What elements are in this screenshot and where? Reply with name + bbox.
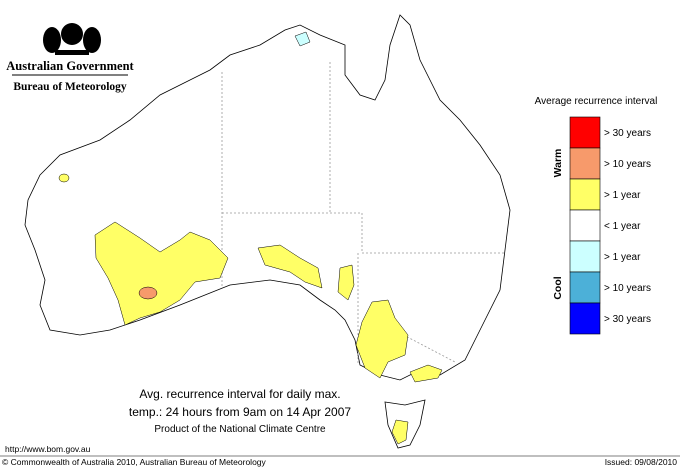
legend-swatch bbox=[569, 302, 601, 335]
legend-swatch bbox=[569, 147, 601, 180]
footer-url: http://www.bom.gov.au bbox=[5, 444, 91, 454]
caption-line: Avg. recurrence interval for daily max. bbox=[139, 387, 340, 401]
legend-label: < 1 year bbox=[604, 221, 641, 232]
legend-cool: Cool bbox=[552, 276, 564, 299]
legend-swatch bbox=[569, 116, 601, 149]
legend-label: > 30 years bbox=[604, 314, 651, 325]
caption-line: temp.: 24 hours from 9am on 14 Apr 2007 bbox=[129, 405, 351, 419]
legend-warm: Warm bbox=[552, 149, 564, 178]
crest bbox=[43, 23, 101, 55]
legend-label: > 1 year bbox=[604, 252, 641, 263]
header-title: Australian Government bbox=[6, 59, 134, 73]
footer-copyright: © Commonwealth of Australia 2010, Austra… bbox=[2, 457, 267, 467]
header-subtitle: Bureau of Meteorology bbox=[13, 81, 127, 93]
legend-swatch bbox=[569, 209, 601, 242]
legend-label: > 1 year bbox=[604, 190, 641, 201]
legend: Average recurrence interval Warm Cool > … bbox=[535, 96, 658, 335]
caption-line: Product of the National Climate Centre bbox=[154, 424, 326, 435]
legend-title: Average recurrence interval bbox=[535, 96, 658, 107]
legend-swatch bbox=[569, 178, 601, 211]
map bbox=[24, 14, 511, 449]
anomaly-areas bbox=[58, 31, 443, 445]
legend-label: > 30 years bbox=[604, 128, 651, 139]
legend-swatch bbox=[569, 271, 601, 304]
legend-label: > 10 years bbox=[604, 159, 651, 170]
legend-swatch bbox=[569, 240, 601, 273]
footer-issued: Issued: 09/08/2010 bbox=[605, 457, 678, 467]
legend-label: > 10 years bbox=[604, 283, 651, 294]
